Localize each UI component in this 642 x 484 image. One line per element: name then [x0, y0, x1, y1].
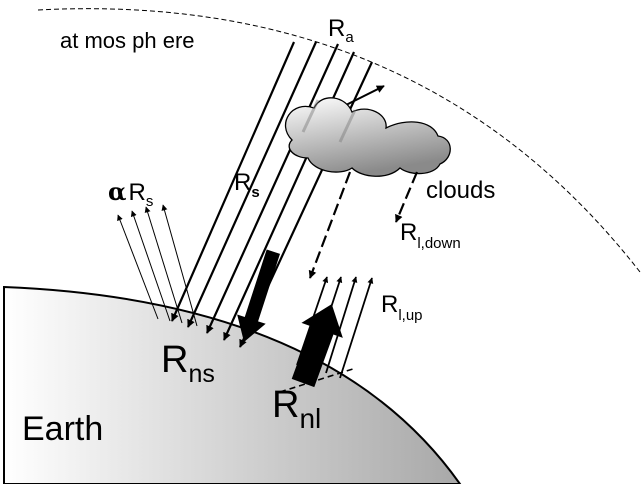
longwave-down-ray-2 — [394, 171, 419, 223]
cloud — [285, 97, 451, 177]
reflected-ray-1 — [117, 214, 159, 320]
longwave-up-ray-4 — [339, 277, 374, 379]
net-longwave-dashed-stem — [279, 367, 357, 393]
reflected-ray-4 — [161, 204, 198, 327]
solar-ray-1 — [170, 41, 296, 322]
reflected-rays — [117, 204, 198, 327]
label-ra: Ra — [328, 15, 354, 46]
label-rl-down: Rl,down — [400, 219, 461, 252]
solar-ray-2 — [186, 41, 318, 328]
net-shortwave-arrow — [237, 249, 281, 342]
longwave-down-ray-1 — [308, 171, 352, 279]
label-rl-up: Rl,up — [381, 291, 423, 324]
label-rs: Rs — [234, 169, 260, 201]
clouds-label: clouds — [426, 177, 495, 204]
longwave-down-rays — [308, 171, 419, 279]
reflected-ray-2 — [130, 210, 171, 322]
earth-surface — [3, 285, 462, 484]
label-rnl: Rnl — [272, 384, 321, 434]
solar-ray-3 — [205, 43, 340, 334]
earth-label: Earth — [22, 410, 103, 448]
reflected-ray-3 — [144, 206, 183, 324]
atmosphere-boundary — [37, 8, 641, 273]
label-rns: Rns — [161, 339, 215, 388]
net-longwave-arrow — [291, 304, 343, 388]
label-alpha-rs: αRs — [108, 177, 153, 210]
longwave-up-ray-3 — [325, 276, 358, 374]
atmosphere-label: at mos ph ere — [60, 28, 195, 53]
